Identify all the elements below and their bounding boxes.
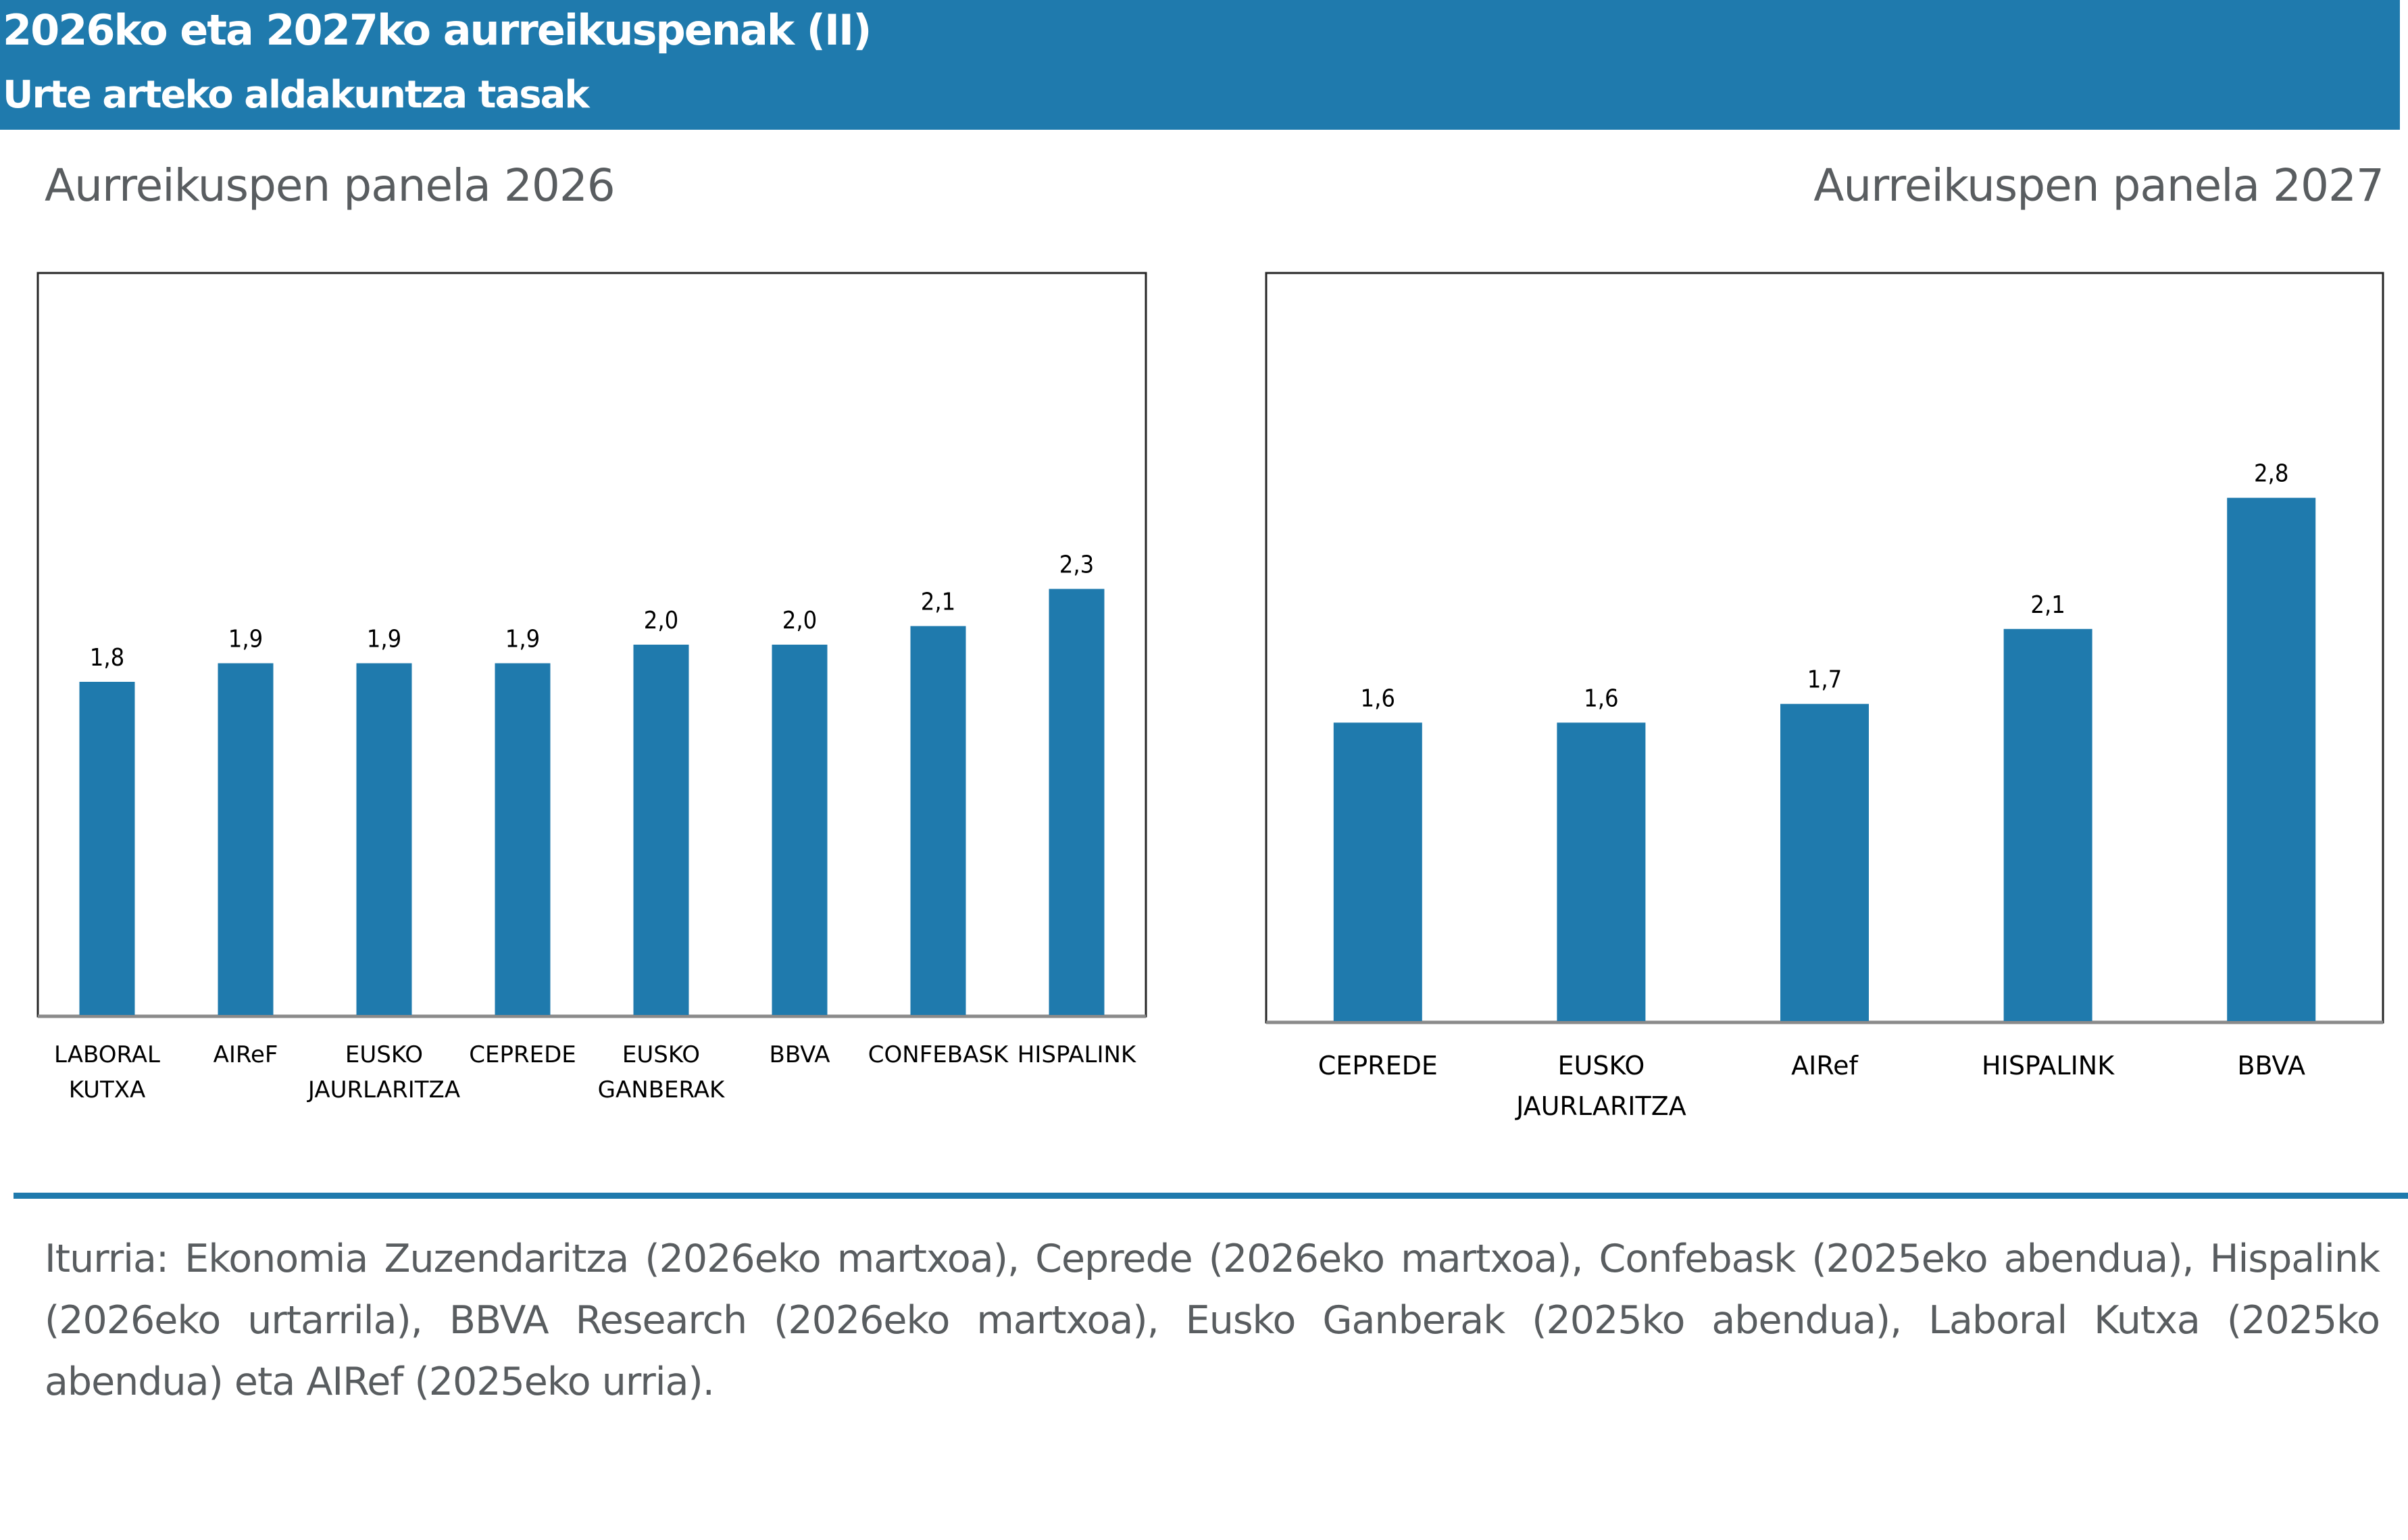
page-title: 2026ko eta 2027ko aurreikuspenak (II) [3,5,872,55]
data-label: 1,7 [1807,666,1842,694]
data-label: 1,9 [367,626,402,653]
category-label: HISPALINK [1018,1041,1137,1068]
category-label: JAURLARITZA [1515,1091,1686,1121]
bar [495,663,551,1015]
data-label: 2,3 [1059,551,1095,579]
panel-title-2027: Aurreikuspen panela 2027 [1813,159,2384,212]
bar [79,682,135,1015]
category-label: GANBERAK [598,1076,726,1103]
category-label: KUTXA [69,1076,146,1103]
data-label: 2,1 [2030,591,2065,619]
bar [2227,497,2316,1021]
data-label: 1,8 [90,644,125,672]
chart-2026: 1,8 LABORAL KUTXA 1,9 AIReF 1,9 EUSKO JAURLARIT… [36,272,1147,1103]
bar [1780,703,1869,1021]
data-label: 2,8 [2254,460,2289,488]
category-label: AIRef [1791,1051,1859,1081]
category-label: EUSKO [345,1041,423,1068]
bar [356,663,412,1015]
category-label: BBVA [2237,1051,2305,1081]
data-label: 1,9 [228,626,264,653]
bar [772,645,828,1015]
separator-line [14,1193,2408,1199]
category-label: AIReF [214,1041,278,1068]
bar [633,645,689,1015]
data-label: 2,0 [782,607,818,635]
data-label: 2,0 [644,607,679,635]
category-label: HISPALINK [1982,1051,2115,1081]
data-label: 2,1 [921,589,956,616]
category-label: LABORAL [54,1041,160,1068]
category-label: CEPREDE [1318,1051,1438,1081]
bar [1557,722,1646,1021]
category-label: JAURLARITZA [307,1076,460,1103]
category-label: EUSKO [1558,1051,1645,1081]
source-note: Iturria: Ekonomia Zuzendaritza (2026eko … [45,1237,2380,1404]
bar [2003,628,2092,1021]
category-label: BBVA [770,1041,830,1068]
bar [910,626,966,1015]
data-label: 1,9 [505,626,541,653]
data-label: 1,6 [1361,685,1396,712]
bar [218,663,274,1015]
bar [1333,722,1422,1021]
header-band: 2026ko eta 2027ko aurreikuspenak (II) Ur… [0,0,2400,130]
category-label: CEPREDE [469,1041,576,1068]
chart-2027: 1,6 CEPREDE 1,6 EUSKO JAURLARITZA 1,7 AIRef 2,1… [1265,272,2384,1121]
data-label: 1,6 [1584,685,1619,712]
panel-title-2026: Aurreikuspen panela 2026 [45,159,616,212]
bar [1049,589,1105,1015]
category-label: CONFEBASK [868,1041,1009,1068]
category-label: EUSKO [622,1041,700,1068]
page-subtitle: Urte arteko aldakuntza tasak [3,73,590,117]
